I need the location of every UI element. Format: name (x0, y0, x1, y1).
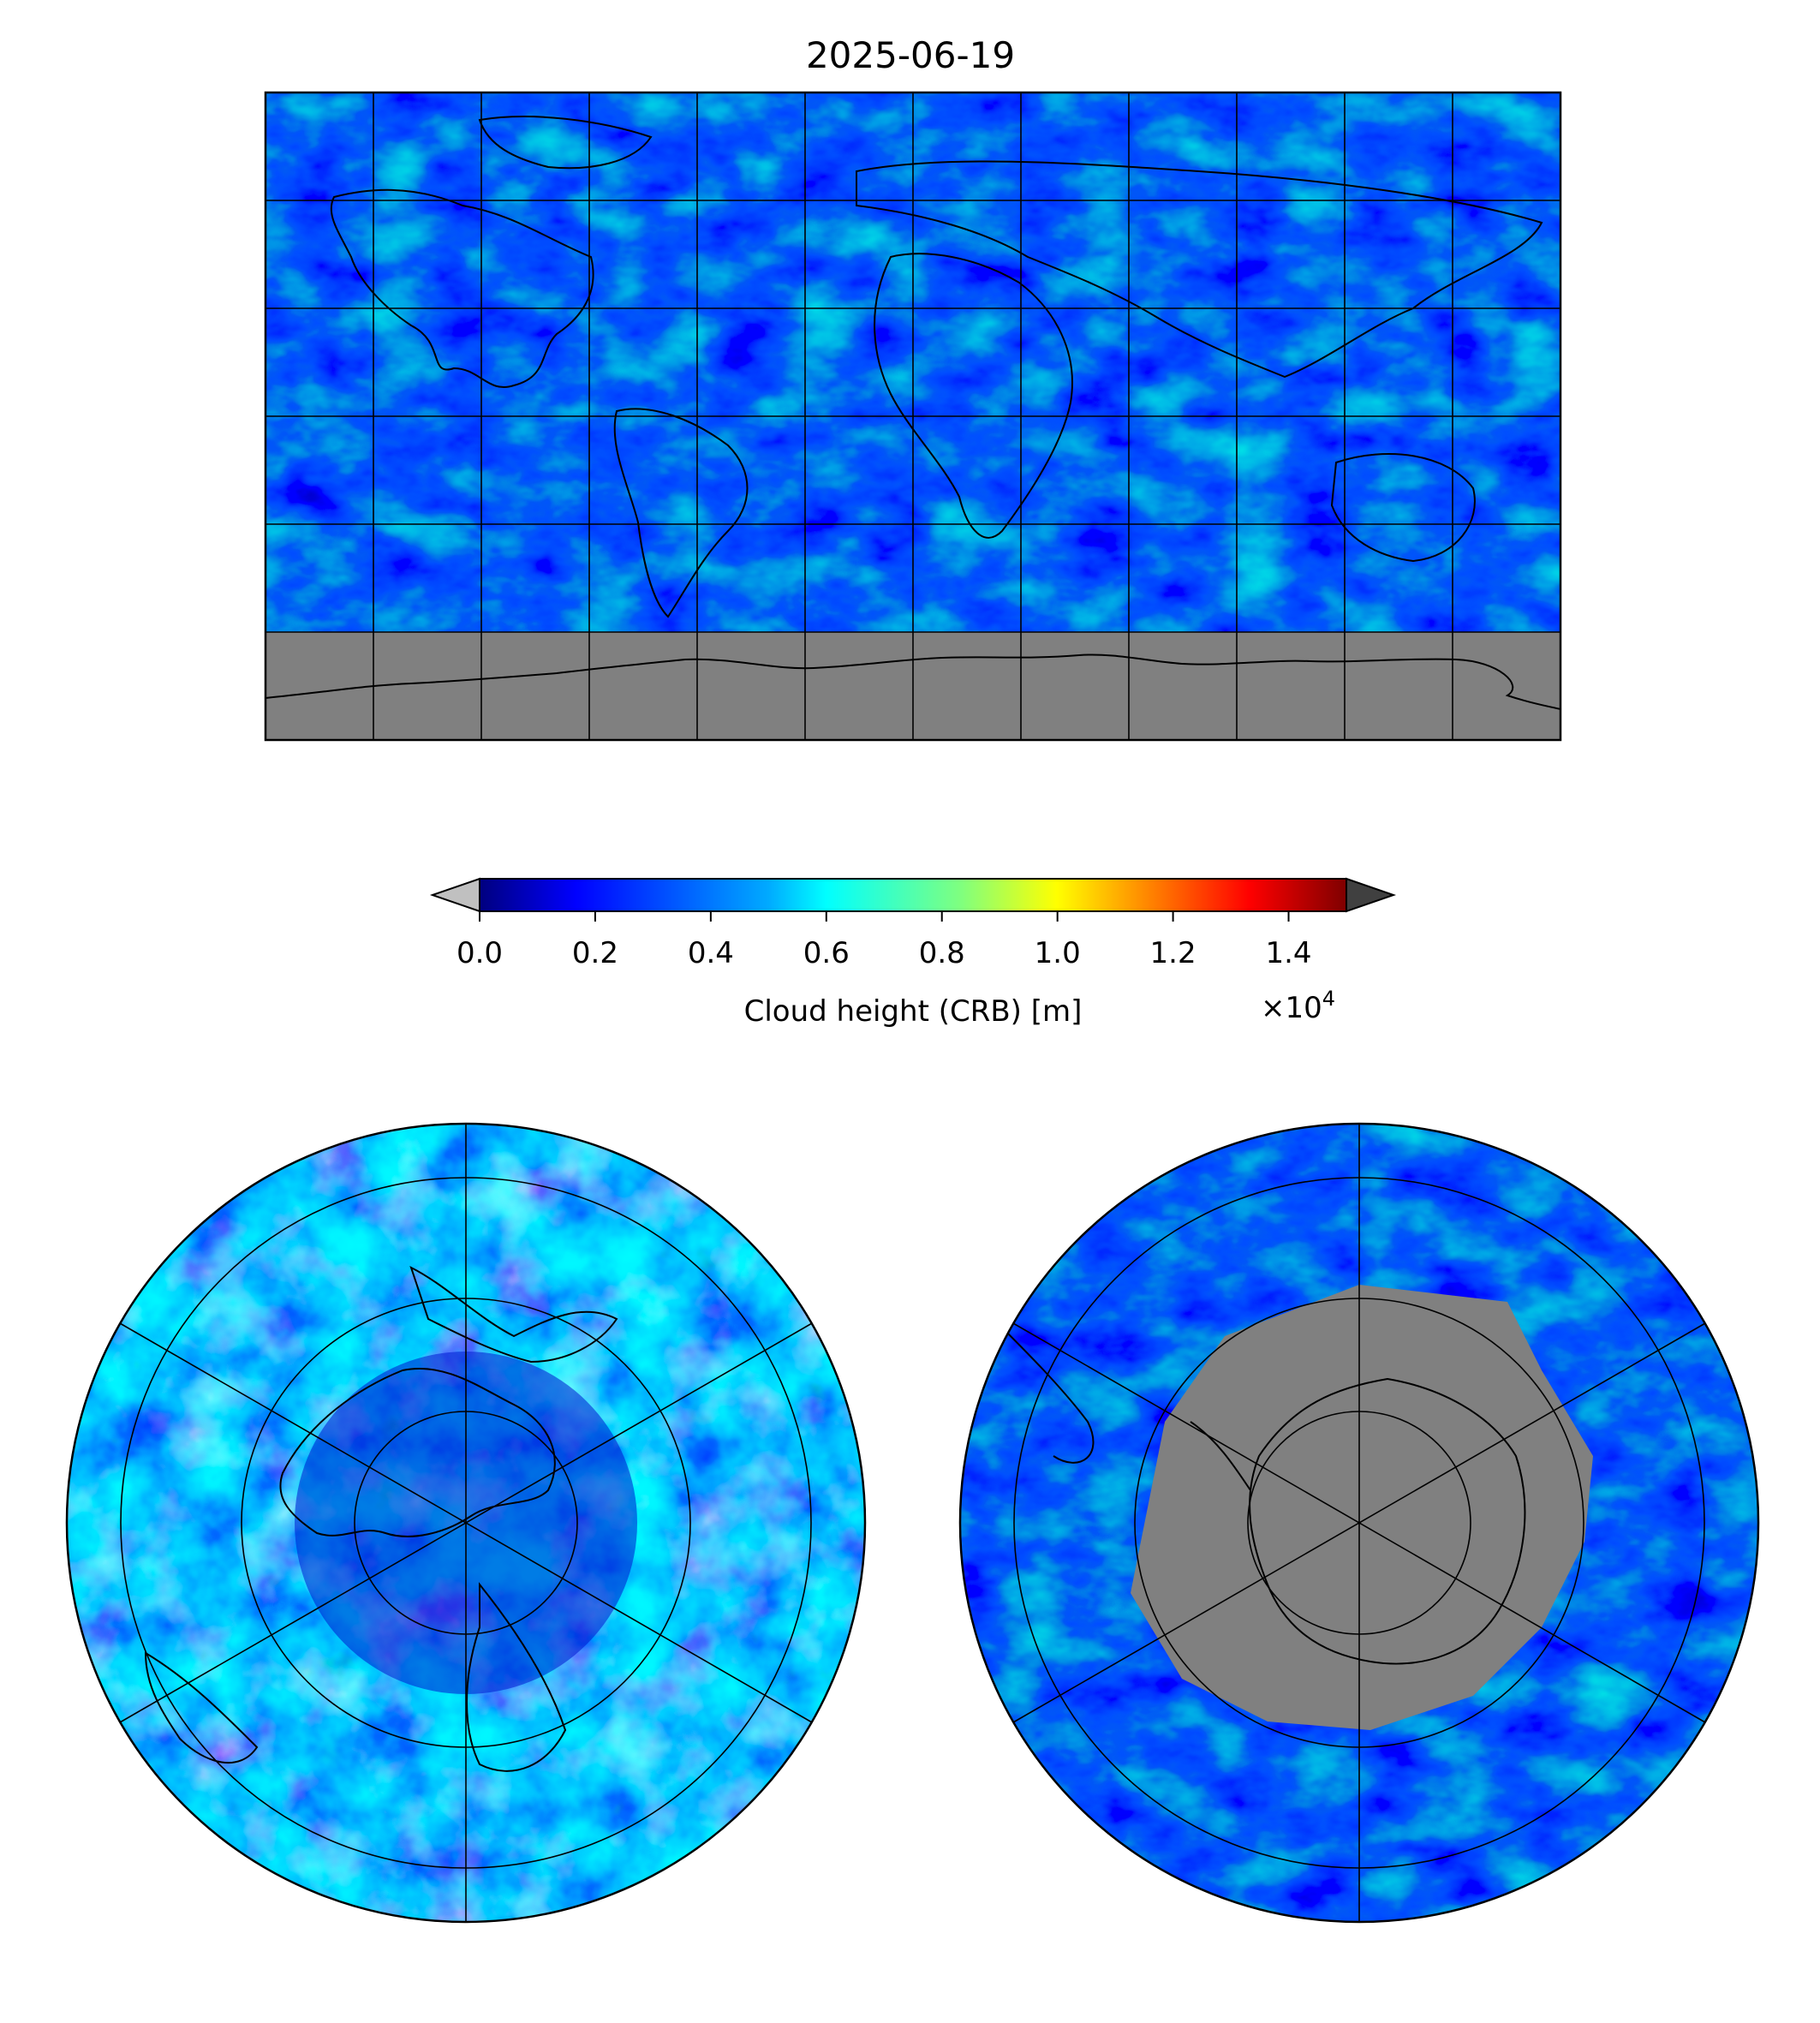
figure-title: 2025-06-19 (806, 34, 1015, 76)
colorbar-ticks: 0.0 0.2 0.4 0.6 0.8 1.0 1.2 1.4 (456, 911, 1312, 970)
south-continent-outlines (993, 1318, 1526, 1665)
colorbar-tick-label: 1.4 (1265, 936, 1311, 970)
antarctica-coastline (265, 653, 1561, 710)
colorbar-frame (479, 878, 1347, 912)
colorbar-tick-label: 0.2 (572, 936, 618, 970)
colorbar-over-extension (1346, 877, 1397, 913)
north-polar-map (65, 1122, 867, 1924)
south-polar-map (958, 1122, 1760, 1924)
colorbar-tick-label: 0.4 (688, 936, 734, 970)
colorbar-gradient (480, 879, 1346, 911)
north-map-frame (65, 1122, 867, 1924)
north-gridlines (119, 1124, 813, 1922)
colorbar-under-extension (429, 877, 480, 913)
colorbar-multiplier-base: ×10 (1261, 991, 1322, 1025)
south-missing-data-region (1131, 1285, 1593, 1730)
colorbar-tick-label: 1.2 (1150, 936, 1196, 970)
colorbar-tick-label: 0.0 (456, 936, 503, 970)
colorbar-tick-label: 0.6 (803, 936, 850, 970)
global-map-frame (264, 91, 1562, 742)
north-continent-outlines (144, 1266, 618, 1772)
colorbar: 0.0 0.2 0.4 0.6 0.8 1.0 1.2 1.4 Cloud height (C… (429, 877, 1397, 1029)
south-map-frame (958, 1122, 1760, 1924)
colorbar-label: Cloud height (CRB) [m] (744, 994, 1083, 1029)
colorbar-tick-label: 1.0 (1035, 936, 1081, 970)
colorbar-multiplier-exponent: 4 (1322, 987, 1335, 1011)
colorbar-tick-label: 0.8 (919, 936, 965, 970)
global-gridlines (266, 92, 1560, 740)
global-map (264, 91, 1562, 742)
colorbar-multiplier: ×104 (1261, 987, 1335, 1025)
south-gridlines (1012, 1124, 1706, 1922)
